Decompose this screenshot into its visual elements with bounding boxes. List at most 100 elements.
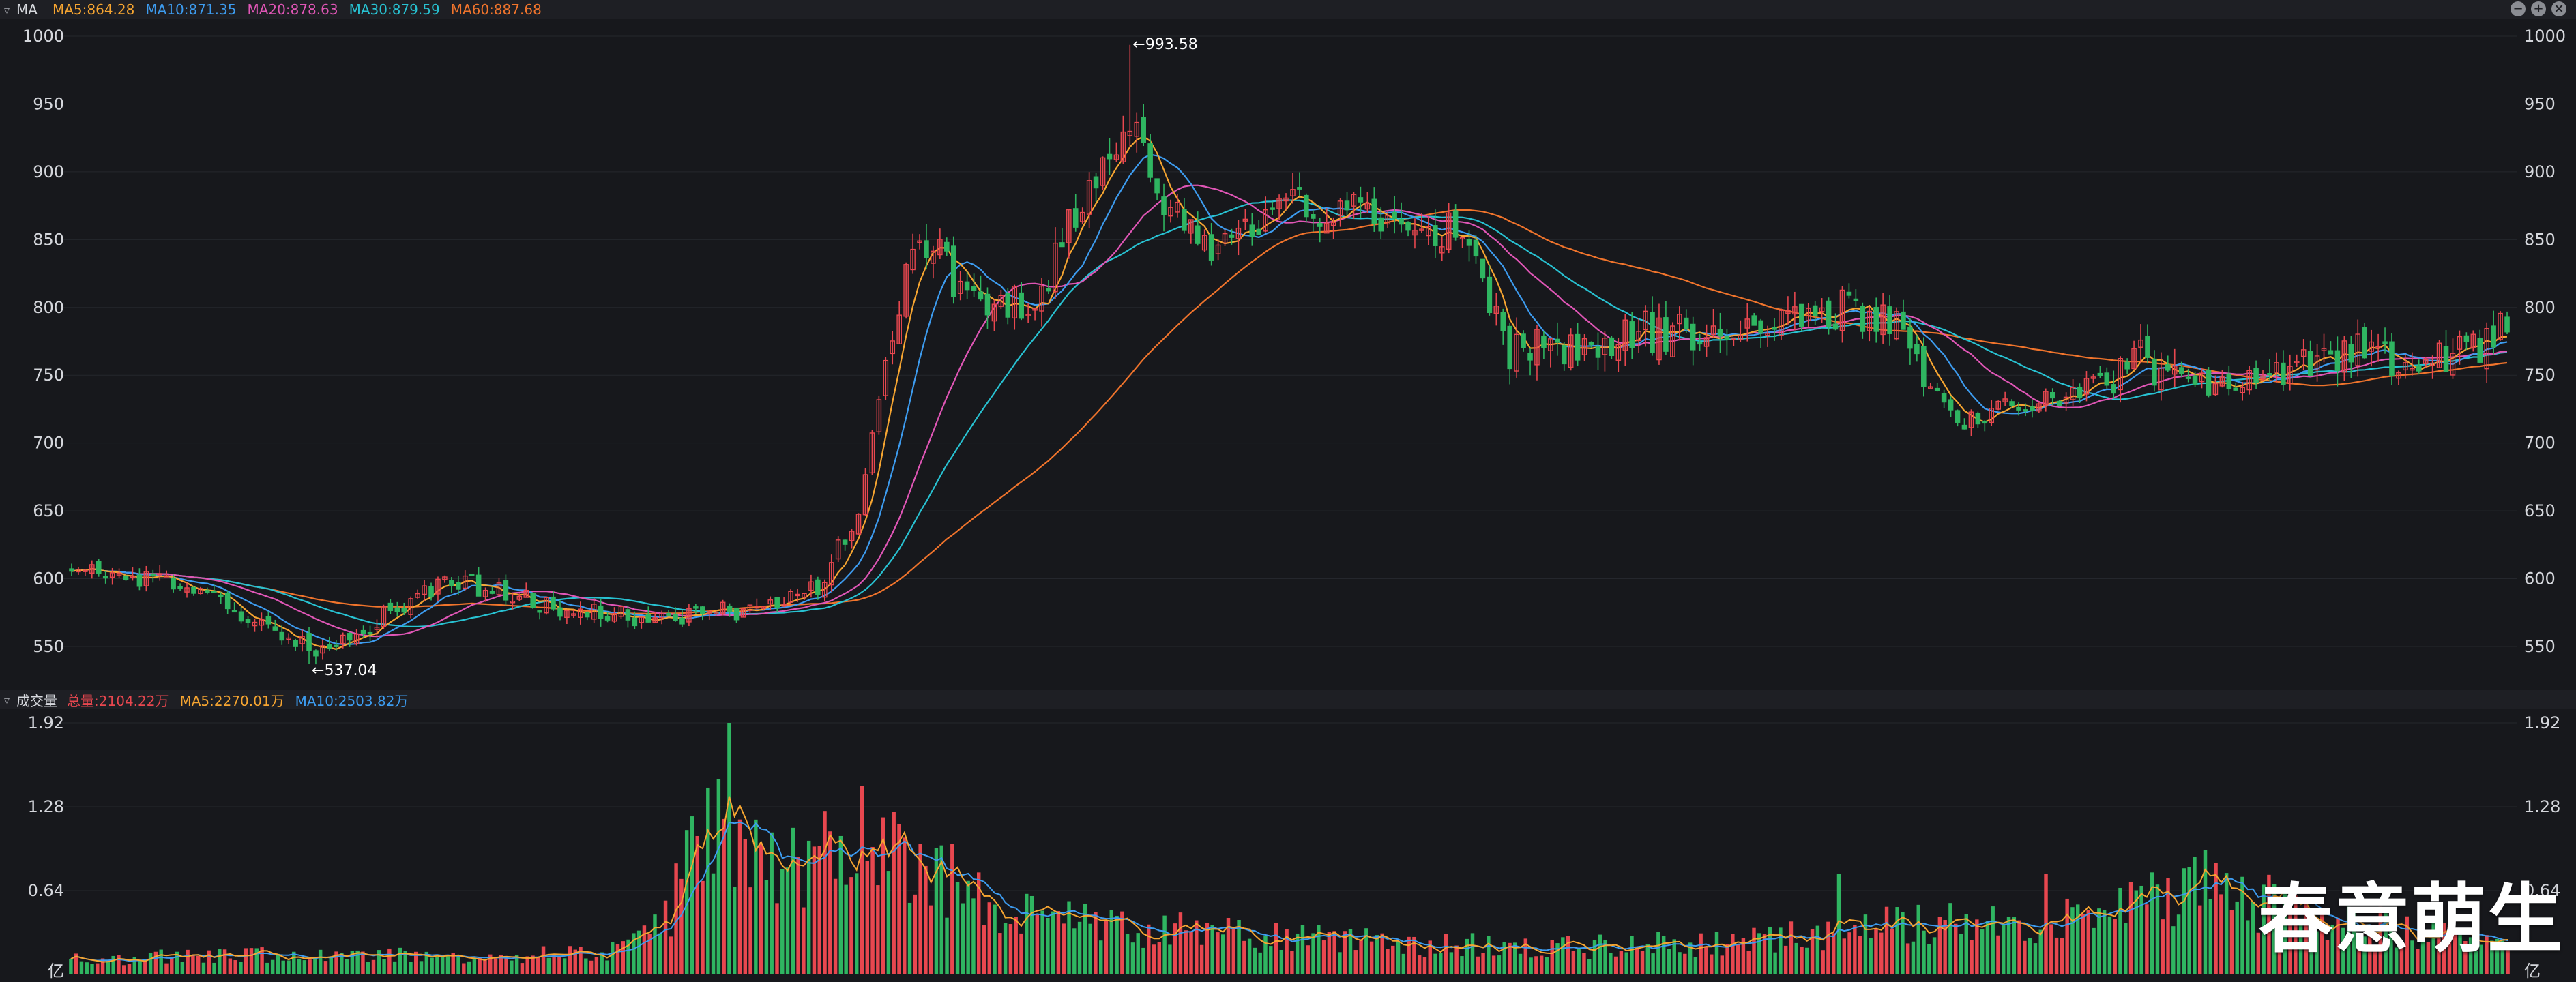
volume-bar <box>642 925 647 974</box>
candle-body <box>2083 378 2090 395</box>
candle-body <box>1643 310 1648 331</box>
candle-body <box>1765 333 1770 336</box>
candle-body <box>1860 306 1866 332</box>
volume-indicator-name[interactable]: 成交量 <box>16 692 58 709</box>
volume-bar <box>478 957 482 974</box>
volume-bar <box>775 903 779 974</box>
y-tick-left: 650 <box>33 501 64 520</box>
candle-body <box>1927 386 1933 389</box>
volume-bar <box>2023 940 2027 974</box>
indicator-name[interactable]: MA <box>16 1 38 18</box>
candle-body <box>157 573 163 576</box>
y-tick-right: 950 <box>2524 94 2556 113</box>
collapse-chevron-icon[interactable]: ▿ <box>4 3 10 16</box>
minus-icon[interactable]: − <box>2511 1 2526 16</box>
y-tick-right: 650 <box>2524 501 2556 520</box>
volume-bar <box>1369 941 1374 974</box>
candle-body <box>1175 201 1180 213</box>
volume-bar <box>318 949 323 974</box>
volume-bar <box>770 832 774 974</box>
candle-body <box>198 588 203 595</box>
volume-bar <box>2437 938 2441 974</box>
close-icon[interactable]: × <box>2551 1 2566 16</box>
candle-body <box>360 629 366 634</box>
volume-bar <box>2426 942 2431 974</box>
candle-body <box>1663 317 1669 352</box>
candle-body <box>727 605 733 612</box>
ma5-line <box>71 136 2508 651</box>
plus-icon[interactable]: + <box>2531 1 2546 16</box>
candle-body <box>537 610 542 613</box>
candle-body <box>604 616 611 621</box>
y-tick-right: 700 <box>2524 434 2556 453</box>
volume-bar <box>541 946 546 974</box>
volume-bar <box>419 961 424 974</box>
volume-bar <box>1932 937 1937 974</box>
volume-bar <box>2118 887 2122 974</box>
candle-body <box>1188 219 1194 234</box>
volume-bar <box>297 958 302 974</box>
volume-bar <box>1454 945 1459 974</box>
volume-bar <box>2416 949 2420 974</box>
candle-body <box>1337 200 1343 216</box>
candle-body <box>822 582 828 598</box>
volume-bar <box>1959 934 1963 974</box>
window-controls: − + × <box>2511 1 2566 16</box>
candle-body <box>2429 362 2435 366</box>
volume-bar <box>2304 899 2309 974</box>
volume-bar <box>233 960 237 974</box>
candle-body <box>2002 398 2008 403</box>
candle-body <box>1317 223 1323 227</box>
volume-bar <box>1619 951 1624 974</box>
volume-bar <box>525 956 529 974</box>
candle-body <box>855 514 862 535</box>
volume-bar <box>802 907 806 974</box>
volume-bar <box>2203 850 2208 974</box>
volume-bar <box>1168 944 1172 974</box>
volume-bar <box>1630 936 1634 974</box>
volume-bar <box>1433 953 1437 974</box>
volume-bar <box>1136 933 1140 974</box>
volume-bar <box>2256 932 2261 974</box>
volume-bar <box>2262 884 2266 974</box>
candle-body <box>1473 239 1479 257</box>
volume-bar <box>1199 944 1204 974</box>
volume-bar <box>1465 938 1469 974</box>
candle-body <box>2192 375 2198 385</box>
volume-bar <box>1046 917 1050 974</box>
candle-body <box>1588 342 1594 345</box>
candle-body <box>164 575 169 578</box>
candle-body <box>761 606 767 609</box>
volume-bar <box>1205 923 1210 974</box>
volume-bar <box>472 959 477 974</box>
volume-bar <box>1661 936 1666 974</box>
volume-bar <box>1157 942 1162 974</box>
volume-bar <box>1083 903 1087 974</box>
candle-body <box>1602 338 1608 355</box>
volume-bar <box>111 955 115 974</box>
volume-bar <box>100 958 105 974</box>
volume-bar <box>1386 949 1390 974</box>
candle-body <box>1487 276 1493 314</box>
candle-body <box>2382 341 2388 344</box>
candle-body <box>2118 357 2123 391</box>
y-tick-right: 1000 <box>2524 27 2566 46</box>
candle-body <box>401 608 407 613</box>
volume-bar <box>1699 933 1703 974</box>
volume-bar <box>1444 934 1448 974</box>
candle-body <box>2240 387 2245 393</box>
volume-bar <box>371 959 376 974</box>
volume-collapse-chevron-icon[interactable]: ▿ <box>4 693 10 706</box>
volume-bar <box>1853 925 1857 974</box>
ma10-line <box>71 153 2508 645</box>
volume-tick-left: 0.64 <box>28 881 64 900</box>
candle-body <box>1134 121 1140 137</box>
volume-tick-right: 0.64 <box>2524 881 2560 900</box>
candle-body <box>2294 361 2300 363</box>
candle-body <box>374 627 380 630</box>
volume-bar <box>2161 919 2165 974</box>
volume-bar <box>2012 917 2017 974</box>
volume-bar <box>345 959 349 974</box>
price-axis: 1000 1000 950 950 900 900 850 850 800 800 750 750 70… <box>23 27 2566 656</box>
